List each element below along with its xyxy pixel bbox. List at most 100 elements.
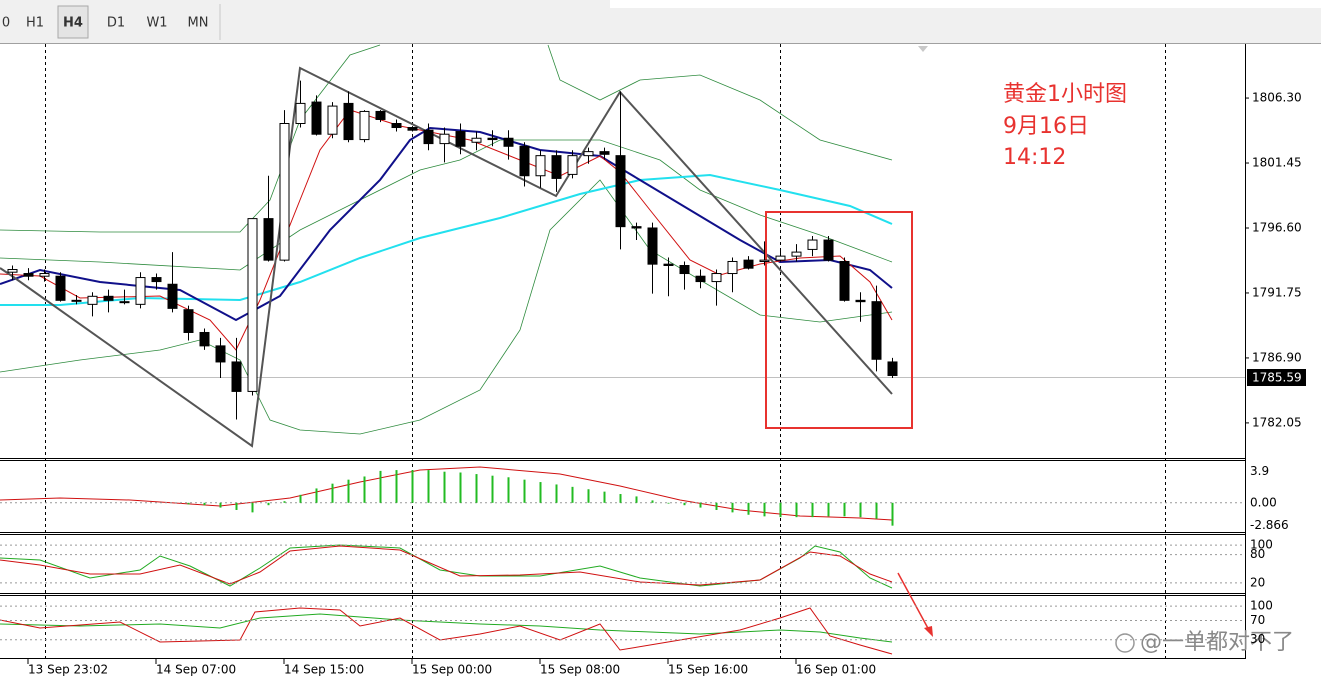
y-tick-label: 1791.75 (1252, 285, 1302, 299)
candle-body (183, 309, 194, 333)
candle-body (615, 155, 626, 228)
annotation: 黄金1小时图 (1003, 82, 1127, 107)
timeframe-button[interactable] (102, 6, 130, 38)
watermark: @一单都对不了 (1140, 630, 1294, 655)
candle-body (295, 102, 306, 125)
candle-body (215, 345, 226, 363)
candle-body (663, 263, 674, 266)
oscillator-a (0, 613, 893, 643)
bollinger-upper (547, 44, 893, 161)
stochastic-signal (0, 545, 893, 586)
x-tick-label: 16 Sep 01:00 (796, 663, 876, 677)
zigzag (0, 66, 893, 448)
candle-body (567, 155, 578, 175)
sub-indicators (0, 466, 893, 655)
candle-body (775, 255, 786, 261)
y-tick-label: 70 (1250, 613, 1265, 627)
timeframe-label[interactable]: 0 (2, 16, 10, 31)
candle-body (359, 110, 370, 141)
x-tick-label: 14 Sep 07:00 (156, 663, 236, 677)
candle-body (71, 299, 82, 302)
candle-body (39, 273, 50, 277)
timeframe-button[interactable] (22, 6, 48, 38)
timeframe-label[interactable]: MN (188, 16, 209, 31)
y-tick-label: 100 (1250, 538, 1273, 552)
stochastic-main (0, 544, 893, 589)
candle-body (839, 260, 850, 301)
candle-body (759, 259, 770, 262)
candle-body (263, 218, 274, 261)
candle-body (199, 331, 210, 347)
annotation: 14:12 (1003, 145, 1066, 170)
candle-body (407, 127, 418, 131)
y-tick-label: 0.00 (1250, 495, 1277, 509)
candle-body (807, 239, 818, 250)
candle-body (551, 155, 562, 179)
overlays (0, 44, 893, 448)
price-tag-label: 1785.59 (1252, 371, 1302, 385)
y-tick-label: 1801.45 (1252, 156, 1302, 170)
candle-body (375, 110, 386, 120)
candle-body (7, 269, 18, 273)
candle-body (103, 295, 114, 301)
x-tick-label: 15 Sep 00:00 (412, 663, 492, 677)
shift-marker (918, 46, 928, 52)
candle-body (391, 123, 402, 129)
y-tick-label: 1796.60 (1252, 220, 1302, 234)
candle-body (151, 277, 162, 283)
arrow-head (924, 626, 933, 637)
candle-body (695, 275, 706, 283)
highlight-box (765, 211, 913, 429)
candle-body (279, 123, 290, 261)
y-tick-label: 30 (1250, 632, 1265, 646)
candle-body (519, 145, 530, 177)
candle-body (535, 155, 546, 177)
toolbar-edge (610, 0, 1321, 8)
timeframe-button[interactable] (57, 5, 89, 39)
candle-body (135, 277, 146, 305)
candle-body (455, 131, 466, 147)
y-tick-label: 80 (1250, 547, 1265, 561)
candle-body (231, 361, 242, 392)
candle-body (487, 137, 498, 141)
period-separators (45, 44, 1166, 658)
candle-body (327, 105, 338, 135)
candle-body (855, 299, 866, 303)
y-tick-label: 3.9 (1250, 464, 1269, 478)
y-tick-label: 100 (1250, 599, 1273, 613)
timeframe-label[interactable]: H4 (63, 16, 83, 31)
candle-body (631, 226, 642, 229)
candle-body (247, 218, 258, 392)
bollinger-lower (0, 179, 893, 435)
timeframe-button[interactable] (142, 6, 172, 38)
candle-body (823, 239, 834, 261)
timeframe-label[interactable]: H1 (26, 16, 44, 31)
y-tick-label: 20 (1250, 575, 1265, 589)
bollinger-upper (0, 44, 381, 233)
candle-body (55, 275, 66, 301)
candle-body (887, 361, 898, 376)
x-tick-label: 15 Sep 16:00 (668, 663, 748, 677)
x-tick-label: 14 Sep 15:00 (284, 663, 364, 677)
macd-signal (0, 466, 893, 521)
candle-body (167, 283, 178, 309)
candle-body (87, 295, 98, 305)
candle-body (727, 260, 738, 275)
candle-body (343, 102, 354, 141)
x-tick-label: 13 Sep 23:02 (28, 663, 108, 677)
oscillator-b (0, 607, 893, 655)
bollinger-middle (0, 139, 893, 271)
timeframe-button[interactable] (182, 6, 214, 38)
timeframe-label[interactable]: W1 (146, 16, 167, 31)
timeframe-label[interactable]: D1 (107, 16, 125, 31)
x-tick-label: 15 Sep 08:00 (540, 663, 620, 677)
moving-average-slow (0, 173, 893, 306)
annotation: 9月16日 (1003, 114, 1089, 139)
moving-average-mid (0, 126, 893, 322)
timeframe-button[interactable] (0, 6, 12, 38)
price-tag (1247, 369, 1306, 386)
watermark-icon (1115, 633, 1135, 653)
y-tick-label: 1782.05 (1252, 415, 1302, 429)
